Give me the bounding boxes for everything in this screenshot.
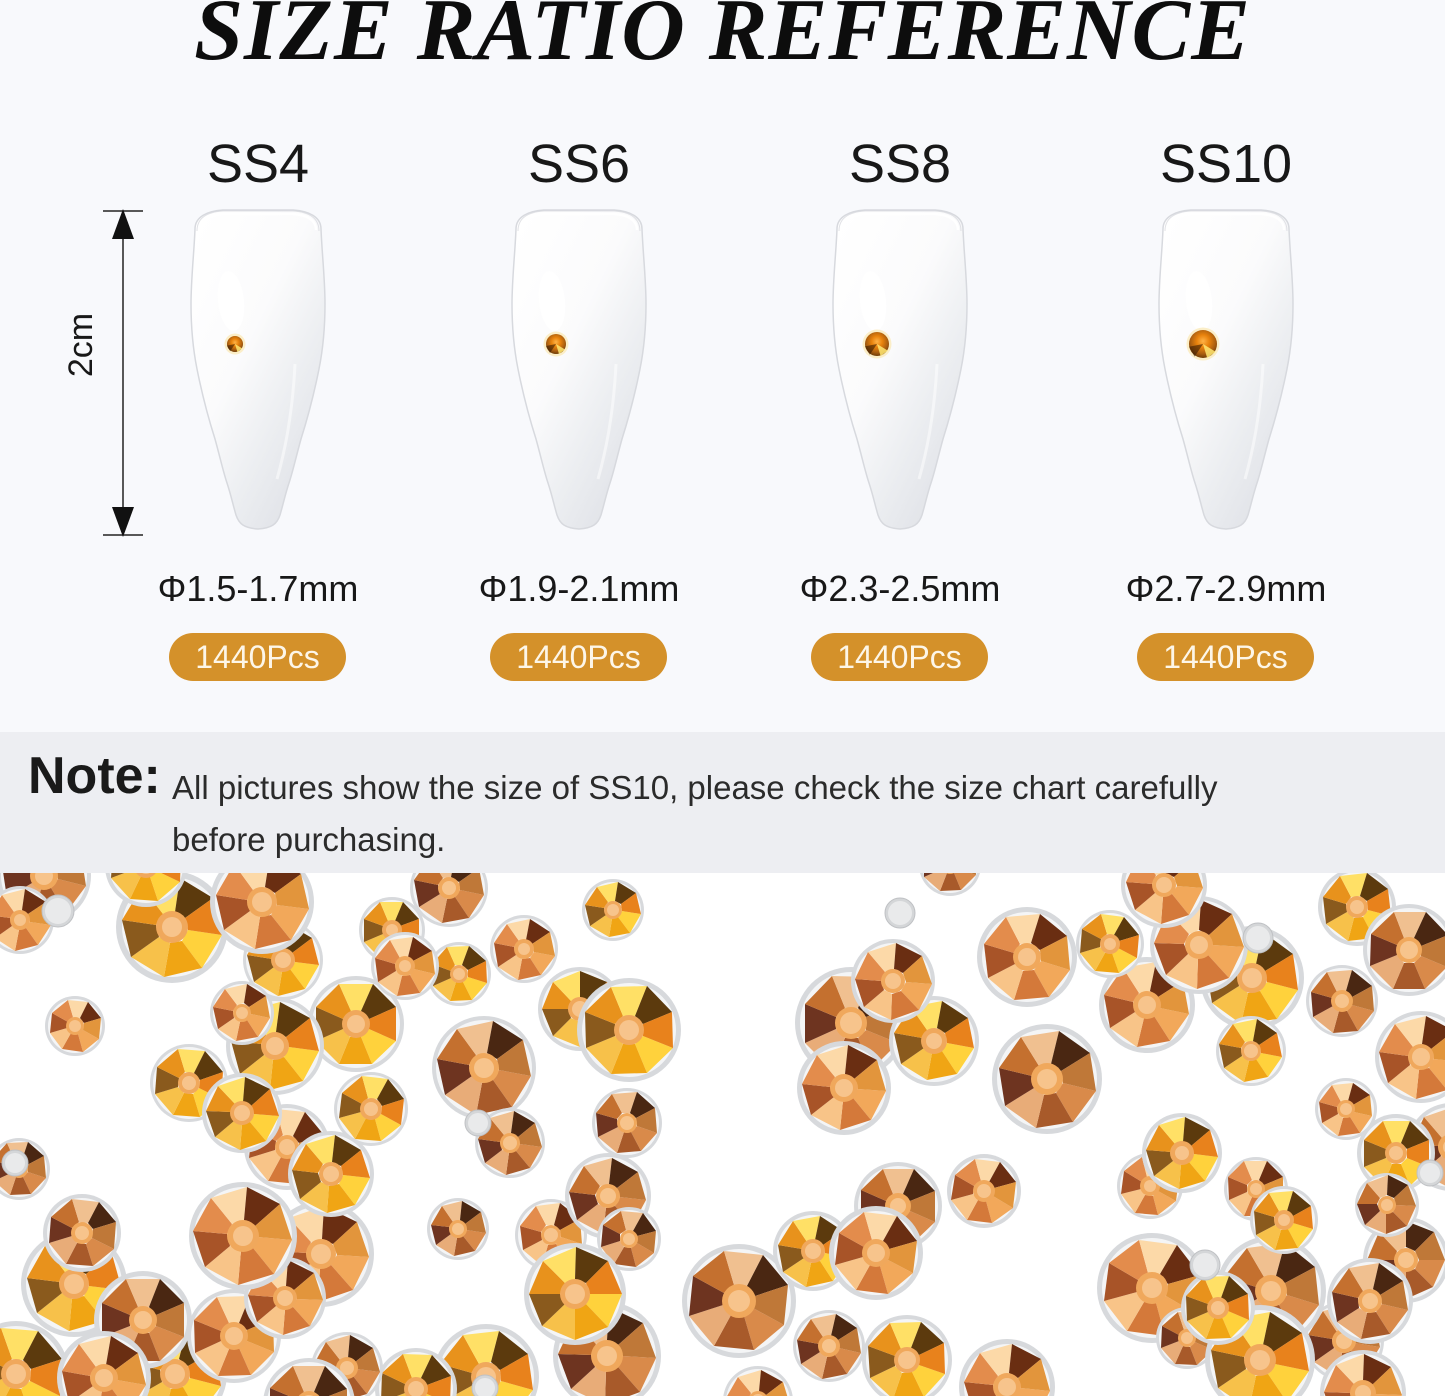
- svg-text:2cm: 2cm: [62, 313, 100, 377]
